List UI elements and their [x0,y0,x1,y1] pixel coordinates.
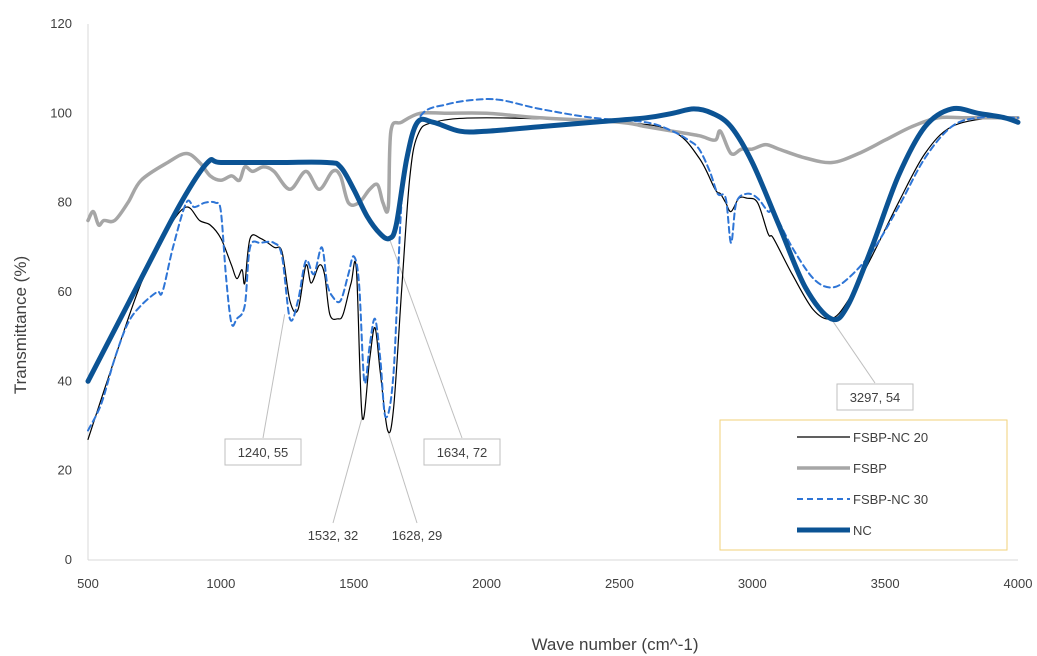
legend: FSBP-NC 20 FSBP FSBP-NC 30 NC [719,419,1008,551]
x-axis-title: Wave number (cm^-1) [532,635,699,654]
annotation-label: 1240, 55 [238,445,289,460]
x-tick-label: 1000 [206,576,235,591]
annotation-labels: 1240, 55 1532, 32 1628, 29 1634, 72 3297, 54 [224,383,914,543]
y-tick-label: 20 [58,463,72,478]
series-fsbp-nc-30-line [87,98,1019,432]
x-tick-label: 2500 [605,576,634,591]
series-fsbp-line [86,110,1020,228]
y-tick-label: 40 [58,373,72,388]
annotation-box [224,438,302,466]
x-tick-label: 3500 [871,576,900,591]
annotation-label: 1532, 32 [308,528,359,543]
y-tick-label: 0 [65,552,72,567]
annotation-leader [830,318,876,384]
annotation-box [423,438,501,466]
y-axis-title: Transmittance (%) [11,256,30,394]
x-tick-label: 3000 [738,576,767,591]
annotation-leader [262,314,286,439]
series-nc-line [85,105,1021,384]
legend-label-nc: NC [853,523,872,538]
y-tick-label: 60 [58,284,72,299]
annotation-leader [388,238,463,439]
x-tick-label: 1500 [339,576,368,591]
legend-label-fsbp-nc-20: FSBP-NC 20 [853,430,928,445]
x-tick-label: 4000 [1004,576,1033,591]
x-tick-label: 500 [77,576,99,591]
series-fsbp-nc-20-line [87,116,1019,440]
legend-box [719,419,1008,551]
y-tick-labels: 0 20 40 60 80 100 120 [50,16,72,567]
annotation-leader-lines [262,238,876,524]
annotation-box [836,383,914,411]
annotation-leader [332,416,363,524]
legend-label-fsbp: FSBP [853,461,887,476]
annotation-label: 1628, 29 [392,528,443,543]
annotation-label: 3297, 54 [850,390,901,405]
legend-label-fsbp-nc-30: FSBP-NC 30 [853,492,928,507]
annotation-label: 1634, 72 [437,445,488,460]
y-tick-label: 80 [58,195,72,210]
axes [87,24,1018,561]
series-lines [85,98,1021,440]
x-tick-label: 2000 [472,576,501,591]
y-tick-label: 120 [50,16,72,31]
annotation-leader [387,430,418,524]
x-tick-labels: 500 1000 1500 2000 2500 3000 3500 4000 [77,576,1032,591]
y-tick-label: 100 [50,105,72,120]
